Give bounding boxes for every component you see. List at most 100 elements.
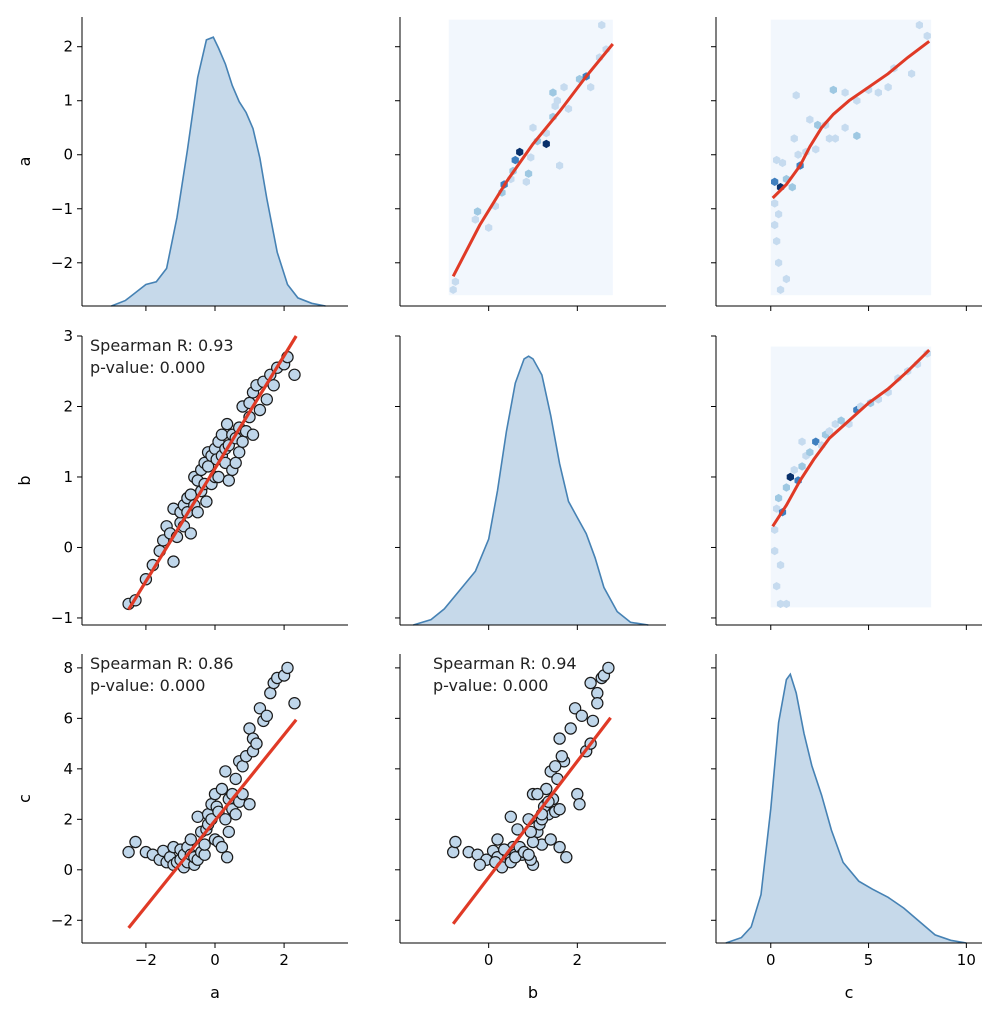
hexbin-cell	[775, 493, 783, 503]
kde-panel-c	[725, 672, 967, 944]
y-tick-label: 2	[63, 397, 73, 415]
hexbin-cell	[884, 83, 892, 92]
hexbin-cell	[782, 483, 790, 492]
annotation-spearman: Spearman R: 0.86	[90, 654, 234, 673]
scatter-point	[511, 823, 524, 836]
hexbin-background	[770, 346, 932, 608]
hexbin-cell	[485, 223, 493, 232]
scatter-point	[549, 760, 562, 773]
kde-line-c	[725, 672, 967, 944]
scatter-point	[553, 803, 566, 816]
hexbin-cell	[853, 131, 861, 140]
y-tick-label: −1	[51, 200, 73, 218]
scatter-point	[243, 798, 256, 811]
scatter-point	[222, 825, 235, 839]
hexbin-cell	[794, 150, 802, 159]
scatter-point	[288, 697, 301, 710]
hexbin-cell	[874, 88, 882, 97]
annotation-pvalue: p-value: 0.000	[90, 676, 205, 695]
hexbin-cell	[564, 104, 573, 113]
hexbin-cell	[814, 120, 822, 130]
hexbin-cell	[771, 199, 779, 208]
hexbin-cell	[771, 177, 779, 186]
scatter-point	[544, 833, 557, 846]
scatter-point	[473, 858, 486, 872]
scatter-point	[219, 813, 232, 826]
scatter-panel-c-vs-a: Spearman R: 0.86 p-value: 0.000	[90, 654, 301, 929]
hexbin-cell	[841, 88, 849, 97]
y-tick-label: 2	[63, 38, 73, 56]
scatter-point	[232, 446, 246, 459]
hexbin-cell	[790, 134, 798, 143]
hexbin-cell	[773, 155, 781, 165]
scatter-point	[198, 838, 211, 851]
x-axis-label-c: c	[845, 983, 854, 1002]
scatter-point	[260, 393, 273, 406]
hexbin-cell	[798, 437, 806, 446]
hexbin-cell	[771, 546, 779, 556]
scatter-point	[526, 835, 540, 849]
scatter-point	[229, 808, 242, 821]
scatter-point	[220, 417, 234, 431]
hexbin-cell	[773, 582, 781, 591]
kde-area-b	[413, 356, 649, 625]
hexbin-cell	[786, 472, 794, 482]
scatter-point	[191, 506, 204, 519]
hexbin-cell	[812, 437, 820, 446]
annotation-pvalue: p-value: 0.000	[433, 676, 548, 695]
hexbin-cell	[915, 20, 923, 30]
hexbin-cell	[778, 158, 787, 168]
scatter-point	[586, 714, 600, 728]
scatter-point	[220, 851, 234, 864]
scatter-point	[129, 835, 142, 849]
x-axis-label-b: b	[528, 983, 538, 1002]
y-tick-label: −1	[51, 609, 73, 627]
scatter-point	[575, 709, 589, 723]
scatter-point	[215, 428, 229, 441]
hexbin-cell	[782, 274, 790, 284]
scatter-point	[184, 833, 197, 846]
scatter-point	[215, 782, 229, 796]
kde-line-b	[413, 355, 649, 626]
scatter-point	[191, 810, 204, 824]
hexbin-cell	[473, 207, 482, 216]
y-axis-label-c: c	[15, 794, 34, 803]
hexbin-cell	[792, 91, 800, 100]
hexbin-panel-b_vs_c	[770, 346, 932, 609]
scatter-point	[591, 697, 604, 710]
kde-panel-a	[111, 36, 326, 307]
scatter-point	[122, 845, 135, 859]
hexbin-cell	[771, 525, 779, 534]
scatter-point	[215, 840, 229, 854]
scatter-point	[553, 840, 566, 854]
lowess-line	[771, 40, 931, 200]
scatter-point	[253, 702, 267, 715]
hexbin-cell	[923, 31, 931, 41]
kde-line-a	[111, 36, 326, 307]
y-tick-label: 0	[63, 146, 73, 164]
hexbin-cell	[782, 599, 790, 609]
scatter-point	[184, 488, 197, 501]
x-tick-label: 2	[279, 951, 289, 969]
scatter-point	[564, 722, 577, 735]
hexbin-cell	[776, 599, 785, 609]
hexbin-cell	[831, 419, 839, 429]
annotation-spearman: Spearman R: 0.94	[433, 654, 577, 673]
x-tick-label: 0	[484, 951, 494, 969]
y-tick-label: 0	[63, 861, 73, 879]
y-tick-label: 1	[63, 468, 73, 486]
scatter-point	[447, 845, 460, 859]
y-tick-label: 4	[63, 760, 73, 778]
hexbin-cell	[587, 83, 595, 92]
x-tick-label: 2	[573, 951, 583, 969]
hexbin-cell	[908, 69, 916, 78]
hexbin-cell	[471, 215, 479, 224]
x-tick-label: 10	[957, 951, 976, 969]
scatter-point	[491, 833, 504, 846]
hexbin-cell	[825, 427, 834, 436]
scatter-point	[184, 527, 197, 540]
y-tick-label: −2	[51, 911, 73, 929]
hexbin-cell	[837, 416, 845, 425]
y-tick-label: 3	[63, 327, 73, 345]
